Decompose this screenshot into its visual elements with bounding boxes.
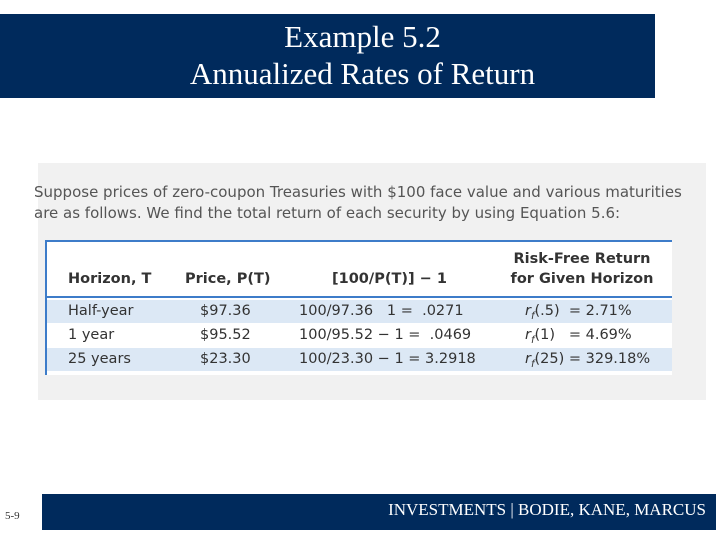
rate-subscript: f [530,334,535,346]
table-row: Half-year $97.36 100/97.36 1 = .0271 rf(.5)… [47,300,672,323]
title-line: Annualized Rates of Return [189,56,536,91]
intro-text: Suppose prices of zero-coupon Treasuries… [34,182,694,224]
column-header: [100/P(T)] − 1 [332,271,447,287]
column-header: for Given Horizon [510,271,654,287]
table-cell: $97.36 [200,303,251,319]
table-cell: rf(.5) = 2.71% [525,300,632,328]
table-cell: 25 years [68,351,131,367]
slide-number: 5-9 [5,510,20,522]
table-row: 1 year $95.52 100/95.52 − 1 = .0469 rf(1) =… [47,324,672,347]
rate-value: (25) = 329.18% [534,351,651,367]
rate-symbol: r [525,351,531,367]
rate-value: (.5) = 2.71% [534,303,632,319]
rate-symbol: r [525,327,531,343]
column-header: Price, P(T) [185,271,271,287]
rate-subscript: f [530,358,535,370]
rate-value: (1) = 4.69% [534,327,632,343]
footer-text: INVESTMENTS | BODIE, KANE, MARCUS [388,500,706,519]
title-banner: Example 5.2 Annualized Rates of Return [0,14,655,98]
table-cell: rf(1) = 4.69% [525,324,632,352]
column-header: Horizon, T [68,271,152,287]
table-cell: 100/95.52 − 1 = .0469 [299,327,472,343]
footer-bar: INVESTMENTS | BODIE, KANE, MARCUS [42,494,716,530]
table-cell: 1 year [68,327,115,343]
rate-subscript: f [530,310,535,322]
table-cell: rf(25) = 329.18% [525,348,650,376]
table-cell: $95.52 [200,327,251,343]
table-cell: Half-year [68,303,134,319]
table-cell: 100/97.36 1 = .0271 [299,303,464,319]
title-line: Example 5.2 [284,19,441,54]
header-rule [47,296,672,298]
table-cell: $23.30 [200,351,251,367]
column-header: Risk-Free Return [513,251,651,267]
table-row: 25 years $23.30 100/23.30 − 1 = 3.2918 rf(2… [47,348,672,371]
intro-line: Suppose prices of zero-coupon Treasuries… [34,183,682,201]
intro-line: are as follows. We find the total return… [34,204,621,222]
rate-symbol: r [525,303,531,319]
returns-table: Horizon, T Price, P(T) [100/P(T)] − 1 Ri… [45,240,672,375]
table-cell: 100/23.30 − 1 = 3.2918 [299,351,476,367]
